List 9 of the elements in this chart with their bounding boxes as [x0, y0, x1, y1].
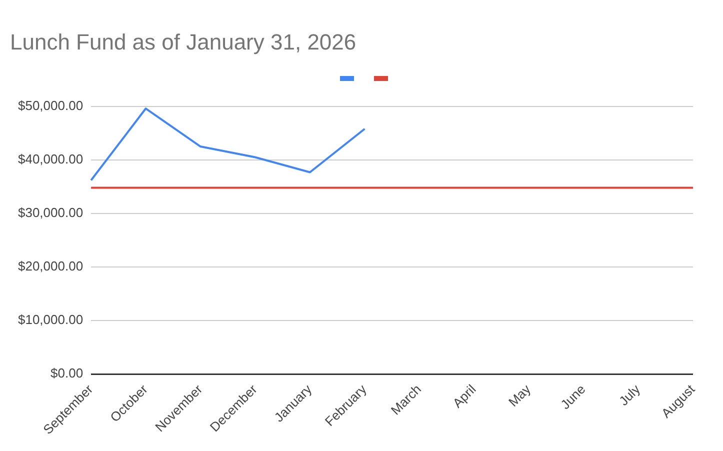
x-tick-label: May	[506, 381, 534, 410]
y-tick-label: $20,000.00	[18, 258, 84, 274]
y-tick-label: $40,000.00	[18, 152, 84, 166]
y-tick-label: $0.00	[50, 366, 84, 381]
chart-title: Lunch Fund as of January 31, 2026	[10, 29, 356, 54]
y-tick-label: $30,000.00	[18, 205, 84, 220]
x-tick-label: July	[616, 381, 644, 409]
y-tick-label: $50,000.00	[18, 98, 84, 113]
y-tick-label: $10,000.00	[18, 312, 84, 328]
